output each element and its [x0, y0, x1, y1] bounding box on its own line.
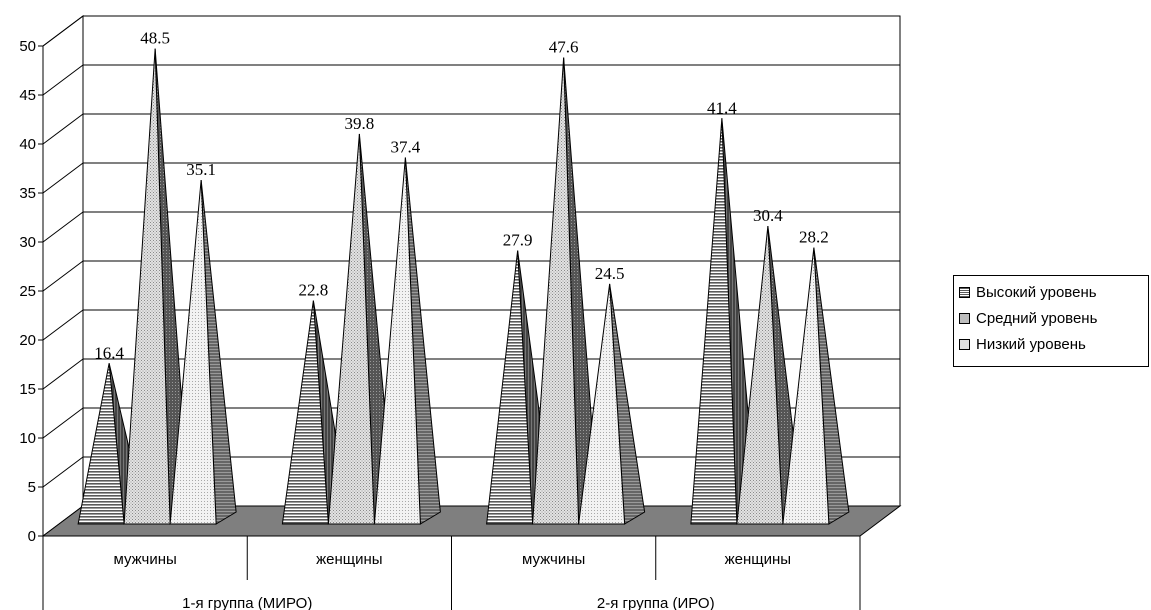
legend-label-low: Низкий уровень — [976, 335, 1086, 353]
pyramid-front — [578, 283, 626, 525]
gridline-side — [42, 456, 84, 488]
data-label: 24.5 — [595, 264, 625, 283]
legend-label-high: Высокий уровень — [976, 283, 1097, 301]
x-category-label: мужчины — [113, 551, 176, 568]
x-group-label: 2-я группа (ИРО) — [597, 595, 715, 610]
pyramid-front — [486, 250, 534, 525]
legend: Высокий уровень Средний уровень Низкий у… — [953, 275, 1149, 367]
data-label: 35.1 — [186, 160, 216, 179]
y-tick-label: 35 — [19, 185, 36, 202]
legend-item-high: Высокий уровень — [954, 279, 1148, 305]
data-label: 16.4 — [94, 343, 124, 362]
pyramid-front — [782, 247, 830, 525]
y-tick-label: 5 — [28, 479, 36, 496]
pyramid-bar — [532, 57, 600, 525]
pyramid-bar — [169, 179, 237, 525]
pyramid-front — [77, 363, 125, 525]
y-tick-label: 30 — [19, 234, 36, 251]
gridline-side — [42, 15, 84, 47]
legend-swatch-high — [959, 286, 970, 298]
pyramid-front — [373, 157, 421, 525]
gridline-side — [42, 211, 84, 243]
legend-swatch-low — [959, 338, 970, 350]
x-category-label: мужчины — [522, 551, 585, 568]
pyramid-bar — [373, 157, 441, 525]
gridline-side — [42, 309, 84, 341]
legend-item-medium: Средний уровень — [954, 305, 1148, 331]
legend-label-medium: Средний уровень — [976, 309, 1098, 327]
x-group-label: 1-я группа (МИРО) — [182, 595, 312, 610]
data-label: 30.4 — [753, 206, 783, 225]
legend-item-low: Низкий уровень — [954, 331, 1148, 357]
y-tick-label: 25 — [19, 283, 36, 300]
pyramid-bar — [782, 247, 850, 525]
y-tick-label: 20 — [19, 332, 36, 349]
data-label: 27.9 — [503, 231, 533, 250]
data-labels: 16.4 22.8 27.9 41.4 48.5 39.8 47.6 30.4 35.1 37.4… — [94, 29, 829, 363]
data-label: 39.8 — [345, 114, 375, 133]
gridline-side — [42, 162, 84, 194]
data-label: 28.2 — [799, 228, 829, 247]
data-label: 47.6 — [549, 38, 579, 57]
y-tick-label: 10 — [19, 430, 36, 447]
x-axis: мужчины женщины мужчины женщины 1-я группа (… — [42, 535, 861, 610]
y-tick-label: 45 — [19, 87, 36, 104]
data-label: 22.8 — [299, 281, 329, 300]
gridline-side — [42, 358, 84, 390]
y-axis: 0 5 10 15 20 25 30 35 40 45 50 — [19, 38, 44, 545]
x-category-label: женщины — [316, 551, 382, 568]
data-label: 41.4 — [707, 98, 737, 117]
gridline-side — [42, 64, 84, 96]
pyramid-front — [690, 118, 738, 525]
data-label: 48.5 — [140, 29, 170, 48]
legend-swatch-medium — [959, 312, 970, 324]
gridline-side — [42, 407, 84, 439]
y-tick-label: 50 — [19, 38, 36, 55]
gridline-side — [42, 113, 84, 145]
y-tick-label: 15 — [19, 381, 36, 398]
pyramid-bars — [77, 48, 850, 525]
pyramid-front — [532, 57, 580, 525]
pyramid-bar — [578, 283, 646, 525]
pyramid-front — [123, 48, 171, 525]
pyramid-front — [169, 179, 217, 525]
y-tick-label: 40 — [19, 136, 36, 153]
y-tick-label: 0 — [28, 528, 36, 545]
pyramid-front — [281, 300, 329, 525]
gridline-side — [42, 260, 84, 292]
pyramid-front — [327, 133, 375, 525]
data-label: 37.4 — [391, 137, 421, 156]
x-category-label: женщины — [725, 551, 791, 568]
pyramid-front — [736, 226, 784, 525]
